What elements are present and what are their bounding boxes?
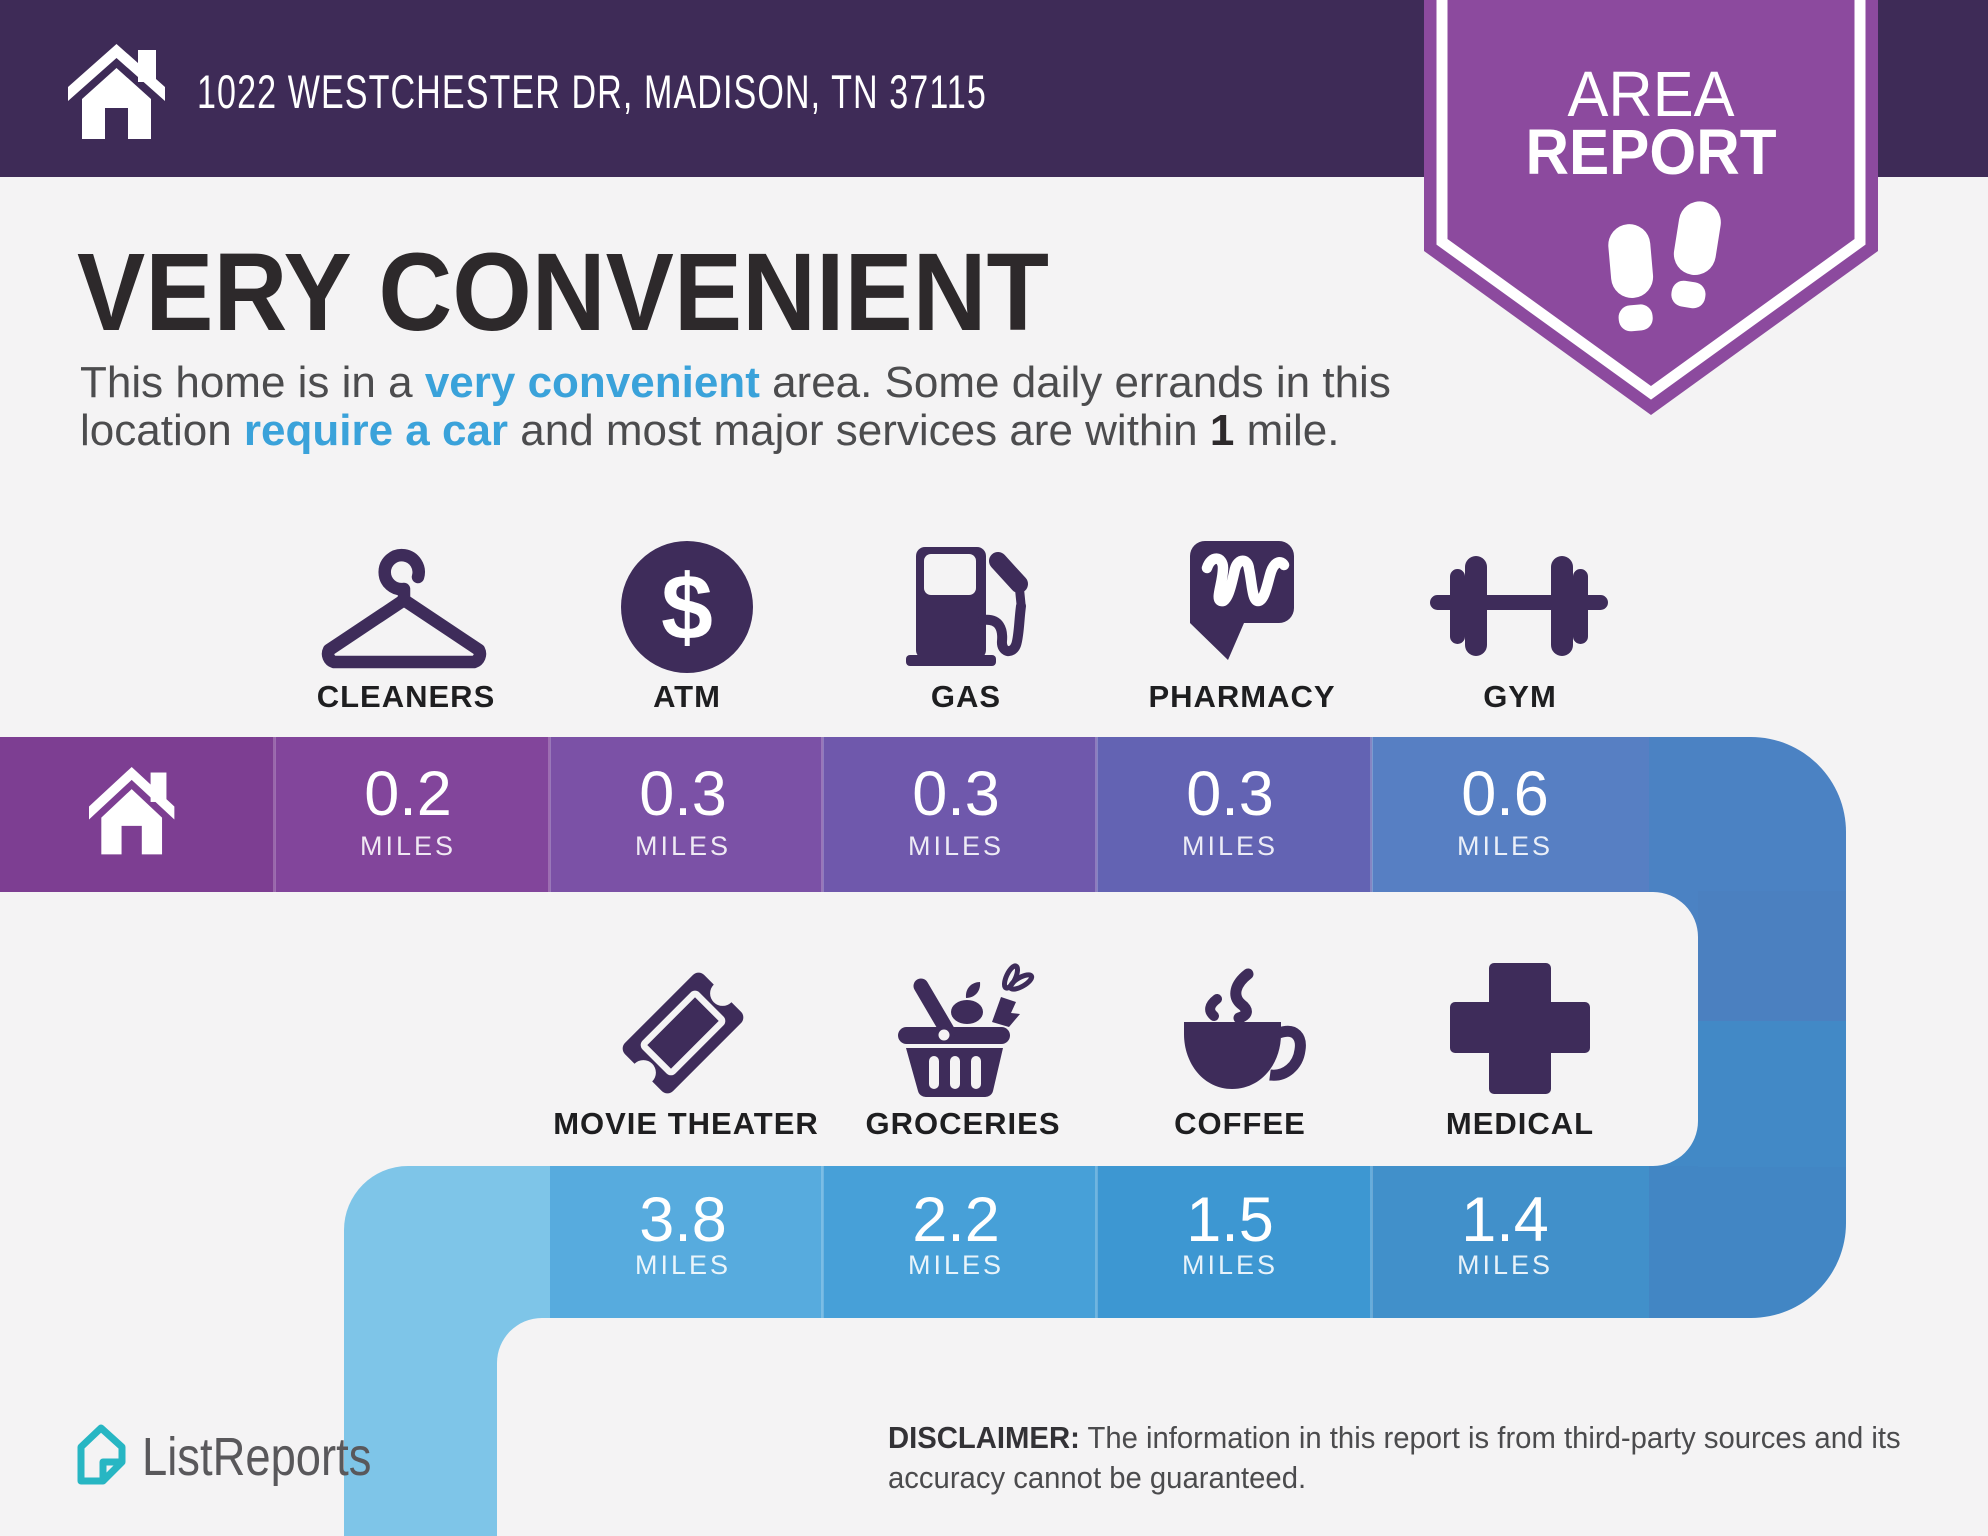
svg-text:REPORT: REPORT xyxy=(1526,116,1777,188)
svg-text:$: $ xyxy=(661,555,713,659)
svg-text:AREA: AREA xyxy=(1568,58,1735,130)
